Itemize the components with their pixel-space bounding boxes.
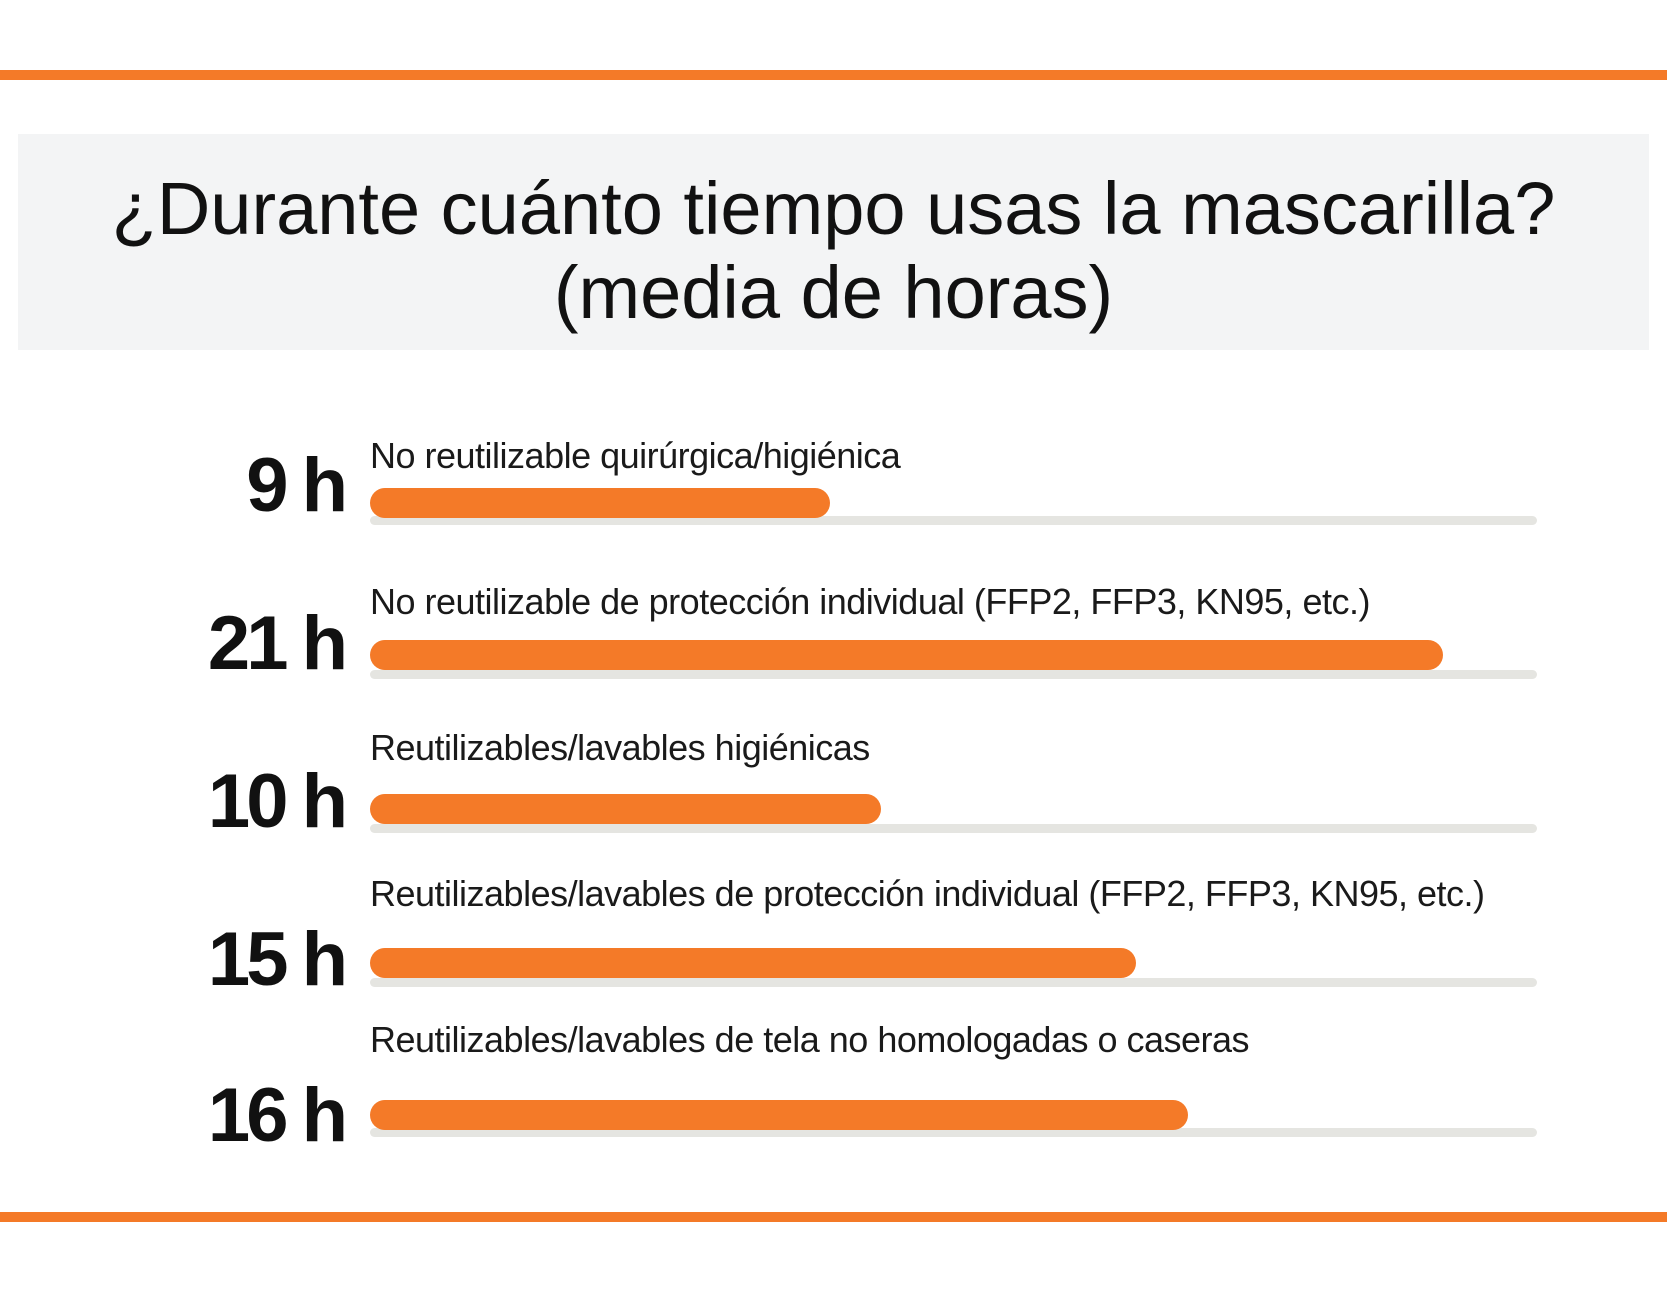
bar [370,1100,1188,1130]
bar-row: 16 h Reutilizables/lavables de tela no ho… [0,1022,1667,1172]
bar-row: 10 h Reutilizables/lavables higiénicas [0,730,1667,880]
category-label: No reutilizable de protección individual… [370,581,1370,622]
data-label: 10 h [207,759,348,844]
data-label: 15 h [207,917,348,1002]
bar-track [370,670,1537,679]
bar-track [370,1128,1537,1137]
category-label: Reutilizables/lavables de protección ind… [370,873,1485,914]
bar-track [370,824,1537,833]
bar-row: 15 h Reutilizables/lavables de protección… [0,876,1667,1026]
category-label: Reutilizables/lavables higiénicas [370,727,870,768]
bar [370,794,881,824]
title-panel: ¿Durante cuánto tiempo usas la mascarill… [18,134,1649,350]
bar-row: 21 h No reutilizable de protección indivi… [0,584,1667,734]
data-label: 21 h [207,601,348,686]
data-label: 16 h [207,1073,348,1158]
bar [370,948,1136,978]
bar-track [370,978,1537,987]
chart-title: ¿Durante cuánto tiempo usas la mascarill… [111,167,1556,250]
bar [370,488,830,518]
bar-row: 9 h No reutilizable quirúrgica/higiénica [0,438,1667,588]
chart-subtitle: (media de horas) [553,251,1114,334]
bottom-accent-rule [0,1212,1667,1222]
data-label: 9 h [246,443,348,528]
category-label: No reutilizable quirúrgica/higiénica [370,435,901,476]
top-accent-rule [0,70,1667,80]
bar-track [370,516,1537,525]
category-label: Reutilizables/lavables de tela no homolo… [370,1019,1250,1060]
bar [370,640,1443,670]
